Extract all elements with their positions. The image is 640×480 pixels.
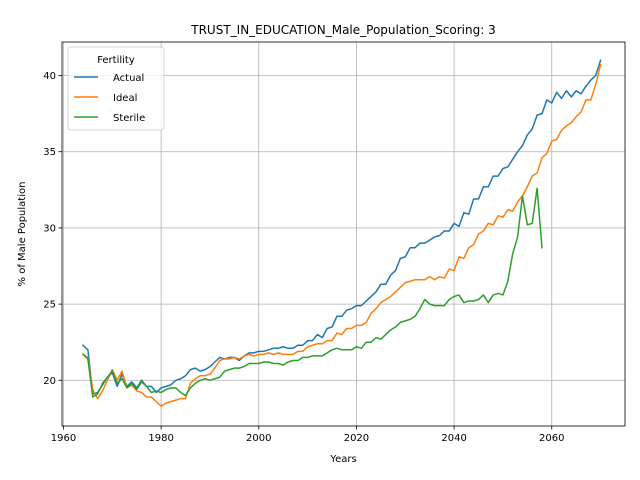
- y-axis-ticks: 20 25 30 35 40: [43, 71, 62, 387]
- x-tick-label: 1980: [148, 433, 173, 444]
- series-lines: [81, 59, 602, 407]
- legend-label-actual: Actual: [113, 73, 144, 84]
- y-tick-label: 40: [43, 71, 56, 82]
- x-tick-label: 2040: [441, 433, 466, 444]
- series-line-actual: [81, 59, 602, 395]
- y-tick-label: 25: [43, 300, 56, 311]
- x-tick-label: 2020: [344, 433, 369, 444]
- x-tick-label: 1960: [51, 433, 76, 444]
- legend-entries: Actual Ideal Sterile: [74, 73, 145, 124]
- y-tick-label: 20: [43, 376, 56, 387]
- x-axis-label: Years: [329, 454, 356, 465]
- grid: [62, 42, 625, 426]
- plot-frame: [61, 41, 626, 427]
- chart-title: TRUST_IN_EDUCATION_Male_Population_Scori…: [190, 23, 495, 37]
- legend-label-ideal: Ideal: [113, 93, 137, 104]
- x-axis-ticks: 1960 1980 2000 2020 2040 2060: [51, 426, 564, 444]
- series-line-ideal: [81, 63, 602, 407]
- legend-label-sterile: Sterile: [113, 113, 145, 124]
- legend-box: [67, 46, 165, 131]
- legend: Fertility Actual Ideal Sterile: [67, 46, 165, 131]
- y-tick-label: 35: [43, 147, 56, 158]
- y-tick-label: 30: [43, 223, 56, 234]
- series-line-sterile: [81, 187, 543, 398]
- legend-title: Fertility: [97, 55, 135, 66]
- x-tick-label: 2060: [539, 433, 564, 444]
- x-tick-label: 2000: [246, 433, 271, 444]
- y-axis-label: % of Male Population: [17, 182, 28, 287]
